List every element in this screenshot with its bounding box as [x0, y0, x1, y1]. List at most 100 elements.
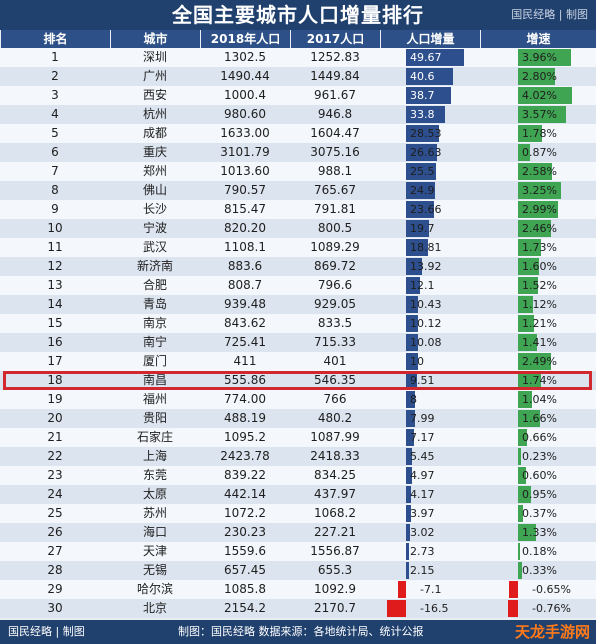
pop2018-cell: 3101.79: [220, 145, 270, 159]
growth-bar: [518, 448, 522, 465]
increase-value: 24.9: [410, 184, 435, 197]
table-row: 17 厦门 411 401 10 2.49%: [0, 352, 596, 371]
pop2018-cell: 488.19: [224, 411, 266, 425]
increase-value: 3.97: [410, 507, 435, 520]
growth-bar: [518, 372, 542, 389]
increase-bar: [406, 125, 440, 142]
increase-bar: [406, 429, 415, 446]
growth-value: 1.33%: [522, 526, 557, 539]
table-row: 19 福州 774.00 766 8 1.04%: [0, 390, 596, 409]
increase-value: 10.43: [410, 298, 442, 311]
footer-bar: 国民经略 | 制图 制图：国民经略 数据来源：各地统计局、统计公报: [0, 620, 596, 644]
increase-value: 4.97: [410, 469, 435, 482]
growth-value: 0.33%: [522, 564, 557, 577]
city-cell: 武汉: [142, 240, 167, 254]
rank-cell: 3: [51, 88, 59, 102]
increase-value: 49.67: [410, 51, 442, 64]
growth-value: 0.18%: [522, 545, 557, 558]
city-cell: 苏州: [142, 506, 167, 520]
rank-cell: 28: [47, 563, 63, 577]
growth-bar: [518, 315, 535, 332]
table-row: 26 海口 230.23 227.21 3.02 1.33%: [0, 523, 596, 542]
rank-cell: 4: [51, 107, 59, 121]
increase-bar: [406, 372, 418, 389]
pop2017-cell: 655.3: [317, 563, 353, 577]
table-row: 6 重庆 3101.79 3075.16 26.63 0.87%: [0, 143, 596, 162]
pop2018-cell: 1490.44: [220, 69, 270, 83]
city-cell: 深圳: [142, 50, 167, 64]
pop2018-cell: 555.86: [224, 373, 266, 387]
growth-bar: [518, 201, 558, 218]
rank-cell: 14: [47, 297, 63, 311]
table-row: 23 东莞 839.22 834.25 4.97 0.60%: [0, 466, 596, 485]
table-row: 4 杭州 980.60 946.8 33.8 3.57%: [0, 105, 596, 124]
city-cell: 无锡: [142, 563, 167, 577]
rank-cell: 22: [47, 449, 63, 463]
city-cell: 广州: [142, 69, 167, 83]
growth-value: 1.73%: [522, 241, 557, 254]
pop2018-cell: 230.23: [224, 525, 266, 539]
pop2018-cell: 820.20: [224, 221, 266, 235]
city-cell: 海口: [142, 525, 167, 539]
rank-cell: 10: [47, 221, 63, 235]
increase-value: 5.45: [410, 450, 435, 463]
pop2018-cell: 790.57: [224, 183, 266, 197]
increase-value: 25.5: [410, 165, 435, 178]
rank-cell: 27: [47, 544, 63, 558]
table-row: 3 西安 1000.4 961.67 38.7 4.02%: [0, 86, 596, 105]
growth-bar: [518, 182, 562, 199]
growth-value: 2.99%: [522, 203, 557, 216]
increase-value: 23.66: [410, 203, 442, 216]
city-cell: 宁波: [142, 221, 167, 235]
rank-cell: 15: [47, 316, 63, 330]
watermark-text: 天龙手游网: [514, 623, 590, 641]
city-cell: 哈尔滨: [136, 582, 173, 596]
growth-value: 0.23%: [522, 450, 557, 463]
pop2018-cell: 808.7: [227, 278, 263, 292]
growth-value: 1.52%: [522, 279, 557, 292]
increase-bar: [406, 543, 410, 560]
rank-cell: 18: [47, 373, 63, 387]
increase-bar: [406, 524, 410, 541]
pop2018-cell: 774.00: [224, 392, 266, 406]
increase-bar: [406, 315, 418, 332]
pop2017-cell: 2170.7: [314, 601, 356, 615]
increase-value: 18.81: [410, 241, 442, 254]
pop2017-cell: 766: [323, 392, 347, 406]
increase-bar: [406, 562, 409, 579]
growth-value: 3.25%: [522, 184, 557, 197]
header-bar: [0, 0, 596, 30]
growth-bar: [518, 220, 551, 237]
growth-bar: [518, 239, 542, 256]
city-cell: 太原: [142, 487, 167, 501]
city-cell: 贵阳: [142, 411, 167, 425]
increase-value: 13.92: [410, 260, 442, 273]
increase-bar: [406, 87, 452, 104]
increase-value: 28.53: [410, 127, 442, 140]
table-row: 24 太原 442.14 437.97 4.17 0.95%: [0, 485, 596, 504]
rank-cell: 9: [51, 202, 59, 216]
pop2017-cell: 929.05: [314, 297, 356, 311]
increase-value: 8: [410, 393, 417, 406]
table-row: 27 天津 1559.6 1556.87 2.73 0.18%: [0, 542, 596, 561]
table-row: 15 南京 843.62 833.5 10.12 1.21%: [0, 314, 596, 333]
city-cell: 上海: [142, 449, 167, 463]
pop2017-cell: 2418.33: [310, 449, 360, 463]
pop2017-cell: 765.67: [314, 183, 356, 197]
table-row: 10 宁波 820.20 800.5 19.7 2.46%: [0, 219, 596, 238]
growth-value: 4.02%: [522, 89, 557, 102]
city-cell: 杭州: [142, 107, 167, 121]
growth-bar: [518, 410, 541, 427]
rank-cell: 20: [47, 411, 63, 425]
growth-value: -0.76%: [532, 602, 571, 615]
growth-value: -0.65%: [532, 583, 571, 596]
growth-bar: [518, 125, 542, 142]
pop2017-cell: 1556.87: [310, 544, 360, 558]
increase-bar: [406, 391, 416, 408]
pop2018-cell: 980.60: [224, 107, 266, 121]
increase-value: 19.7: [410, 222, 435, 235]
growth-bar: [518, 277, 539, 294]
pop2018-cell: 1085.8: [224, 582, 266, 596]
table-row: 25 苏州 1072.2 1068.2 3.97 0.37%: [0, 504, 596, 523]
city-cell: 福州: [142, 392, 167, 406]
